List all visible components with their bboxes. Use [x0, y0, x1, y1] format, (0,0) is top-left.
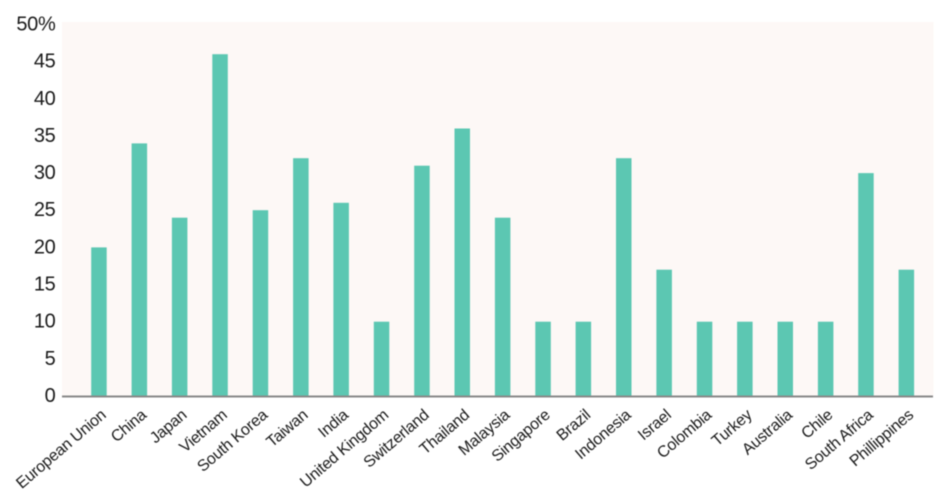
- svg-text:Taiwan: Taiwan: [264, 407, 312, 451]
- svg-text:50%: 50%: [16, 14, 56, 36]
- svg-text:10: 10: [34, 311, 56, 333]
- svg-text:15: 15: [34, 274, 56, 296]
- svg-text:China: China: [108, 406, 150, 445]
- svg-text:5: 5: [45, 348, 56, 370]
- svg-text:20: 20: [34, 236, 56, 258]
- svg-text:35: 35: [34, 125, 56, 147]
- svg-text:South Korea: South Korea: [194, 406, 271, 475]
- svg-text:30: 30: [34, 162, 56, 184]
- svg-text:45: 45: [34, 51, 56, 73]
- svg-text:0: 0: [45, 385, 56, 407]
- svg-text:40: 40: [34, 88, 56, 110]
- svg-text:European Union: European Union: [13, 407, 109, 492]
- svg-text:25: 25: [34, 199, 56, 221]
